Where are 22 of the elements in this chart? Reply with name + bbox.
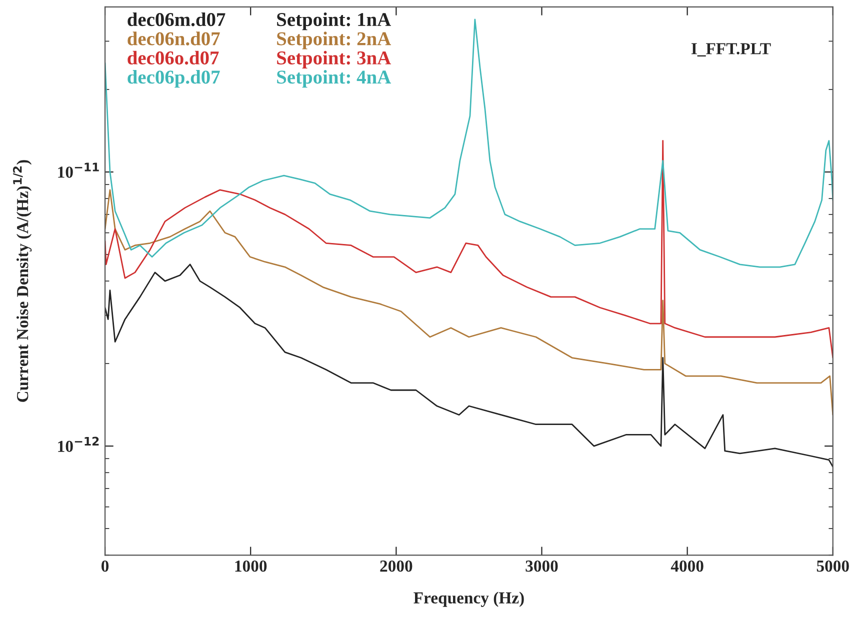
x-tick-label: 5000 (816, 560, 849, 572)
line-series (105, 189, 833, 416)
x-tick-label: 1000 (235, 560, 267, 572)
series-label: dec06p.d07 (128, 70, 220, 88)
line-series (105, 140, 833, 358)
y-axis-title: Current Noise Density (A/(Hz)$^{1/2}$) (13, 160, 32, 402)
text: dec06o.d07 (128, 50, 219, 65)
y-tick-label: 10$^{−12}$ (58, 436, 99, 452)
x-axis-title: Frequency (Hz) (414, 592, 524, 607)
y-tick-label: 10$^{−11}$ (58, 162, 99, 178)
x-tick-label: 2000 (380, 560, 412, 572)
annotation: Setpoint: 1nA (277, 12, 391, 30)
annotation: Setpoint: 3nA (277, 50, 391, 68)
x-tick-label: 4000 (670, 560, 704, 572)
x-tick-label: 0 (102, 560, 109, 572)
annotation: I_FFT.PLT (691, 43, 771, 56)
annotation: Setpoint: 4nA (277, 70, 391, 88)
legend-label: dec06m.d07 (128, 12, 226, 26)
x-tick-label: 3000 (526, 560, 558, 572)
annotation: Setpoint: 2nA (277, 32, 391, 50)
text: dec06n.d07 (128, 32, 220, 46)
line-series (105, 264, 833, 468)
